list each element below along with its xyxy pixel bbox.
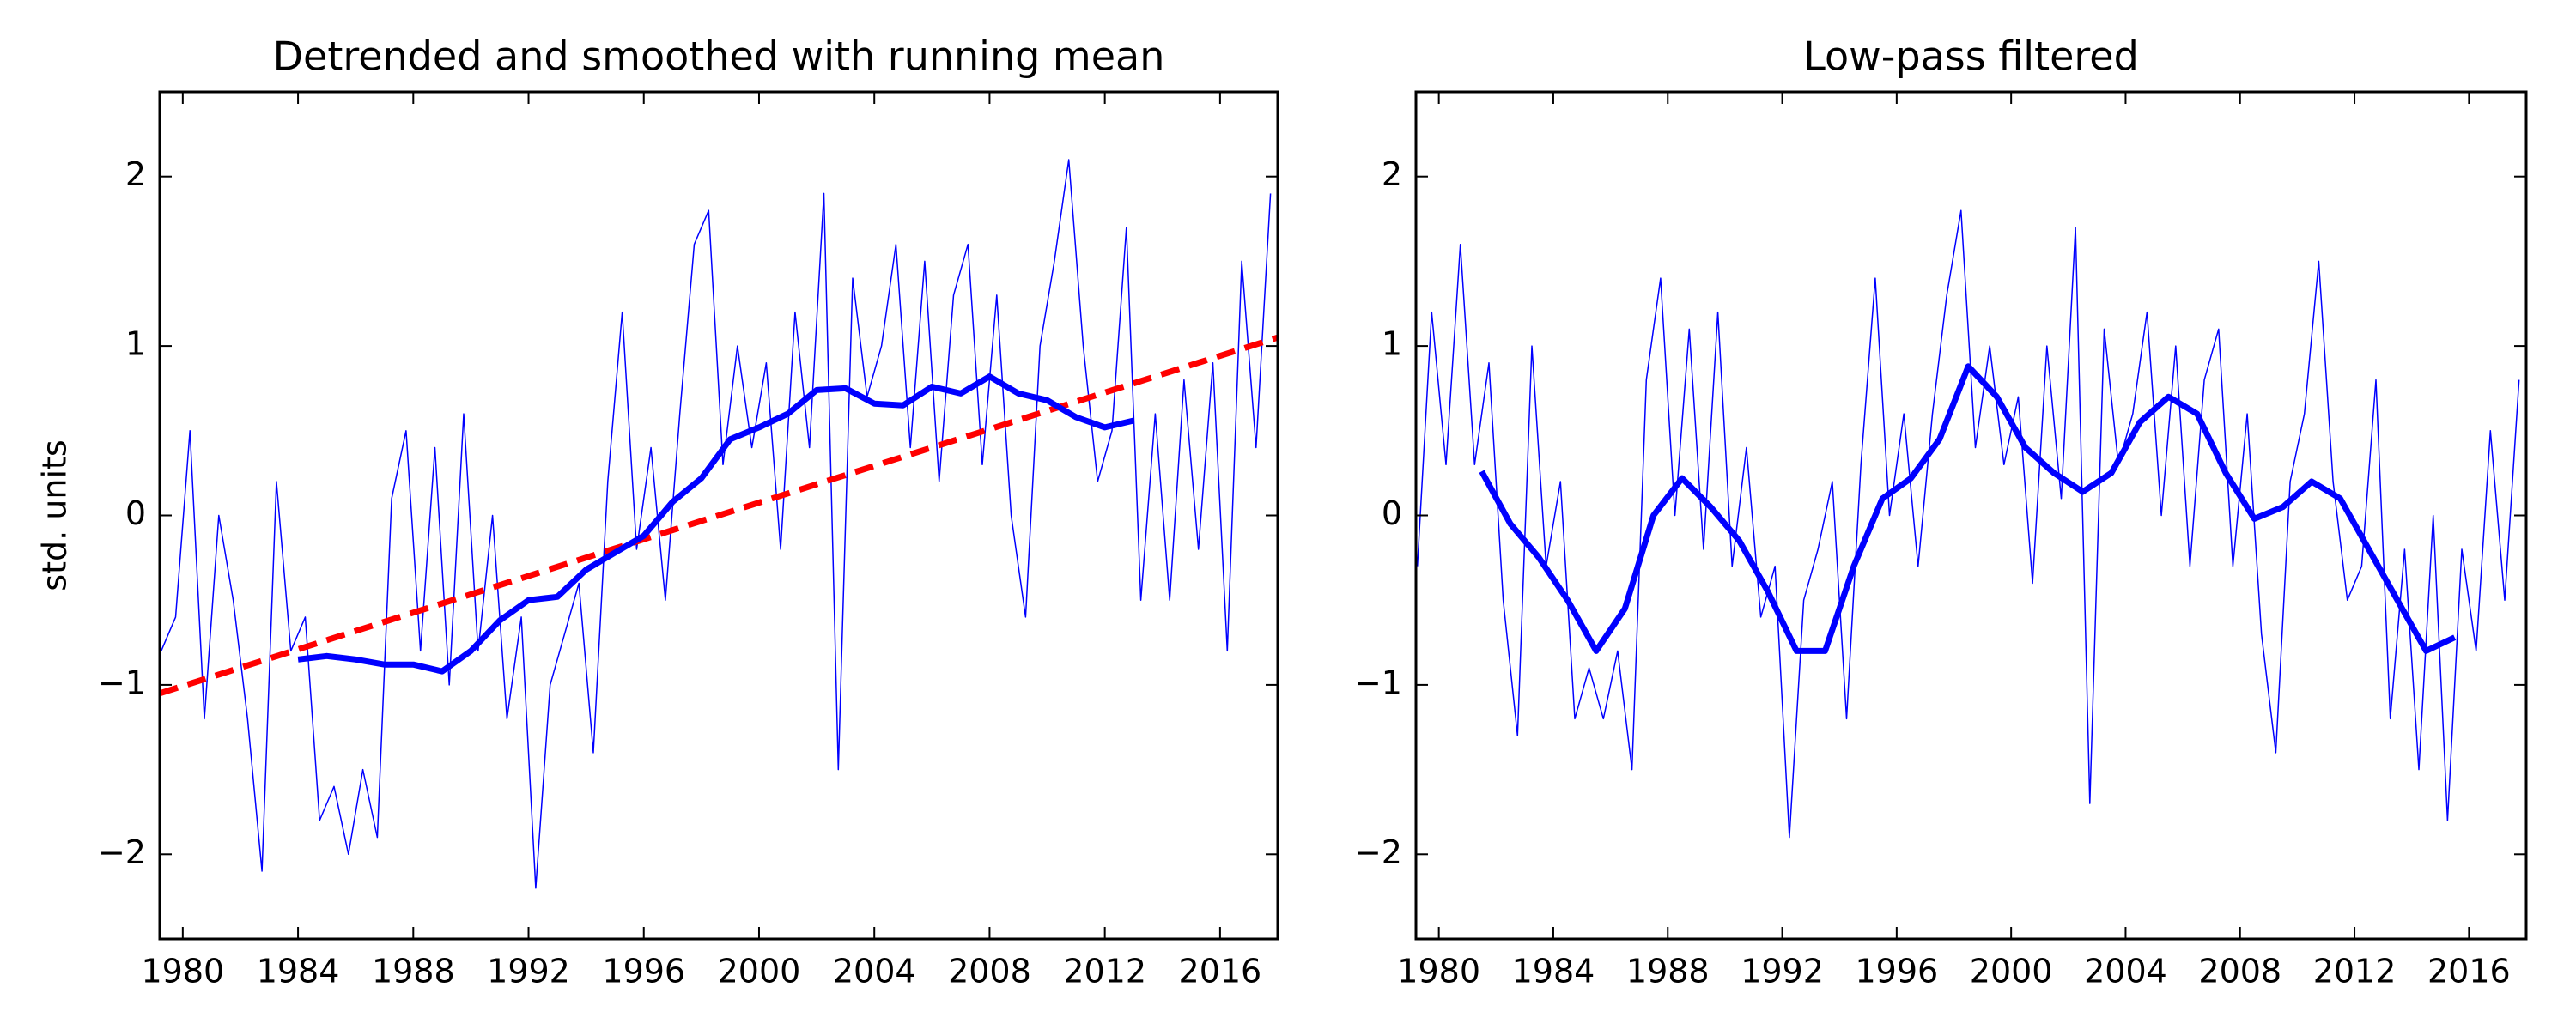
y-tick-label: 1 bbox=[1382, 325, 1402, 363]
x-tick-label: 2008 bbox=[2198, 953, 2281, 991]
thick-line bbox=[1479, 363, 2457, 654]
x-tick-label: 1980 bbox=[1397, 953, 1480, 991]
y-tick-label: 0 bbox=[125, 494, 146, 532]
y-tick-label: −2 bbox=[98, 833, 146, 871]
y-axis-label: std. units bbox=[36, 439, 74, 591]
chart-title: Low-pass filtered bbox=[1803, 33, 2139, 80]
y-tick-label: 1 bbox=[125, 325, 146, 363]
x-tick-label: 2000 bbox=[718, 953, 801, 991]
x-tick-label: 1984 bbox=[1512, 953, 1595, 991]
y-tick-label: 0 bbox=[1382, 494, 1402, 532]
x-tick-label: 2004 bbox=[833, 953, 916, 991]
panel: Low-pass filtered 1980 1984 1988 1992 1996 200… bbox=[1354, 33, 2528, 991]
x-tick-label: 1992 bbox=[487, 953, 570, 991]
x-tick-label: 2016 bbox=[1179, 953, 1262, 991]
x-tick-label: 2004 bbox=[2084, 953, 2167, 991]
x-tick-label: 2016 bbox=[2427, 953, 2511, 991]
chart-title: Detrended and smoothed with running mean bbox=[273, 33, 1165, 80]
y-tick-label: 2 bbox=[125, 155, 146, 193]
x-tick-label: 1988 bbox=[1626, 953, 1710, 991]
x-tick-label: 2012 bbox=[2313, 953, 2397, 991]
x-tick-label: 2008 bbox=[948, 953, 1031, 991]
x-tick-label: 1988 bbox=[372, 953, 455, 991]
y-tick-label: 2 bbox=[1382, 155, 1402, 193]
x-tick-label: 2000 bbox=[1970, 953, 2053, 991]
thin-line bbox=[161, 159, 1272, 889]
x-tick-label: 1992 bbox=[1741, 953, 1824, 991]
panel: Detrended and smoothed with running mean… bbox=[36, 33, 1279, 991]
y-tick-label: −1 bbox=[1354, 663, 1402, 701]
x-tick-label: 2012 bbox=[1063, 953, 1146, 991]
y-tick-label: −2 bbox=[1354, 833, 1402, 871]
x-tick-label: 1984 bbox=[257, 953, 340, 991]
thick-line bbox=[297, 373, 1135, 675]
thick-line bbox=[160, 334, 1278, 697]
x-tick-label: 1996 bbox=[1855, 953, 1938, 991]
axes-frame bbox=[1414, 90, 2528, 941]
x-tick-label: 1996 bbox=[602, 953, 685, 991]
thin-line bbox=[1416, 209, 2520, 839]
y-tick-label: −1 bbox=[98, 663, 146, 701]
x-tick-label: 1980 bbox=[141, 953, 224, 991]
